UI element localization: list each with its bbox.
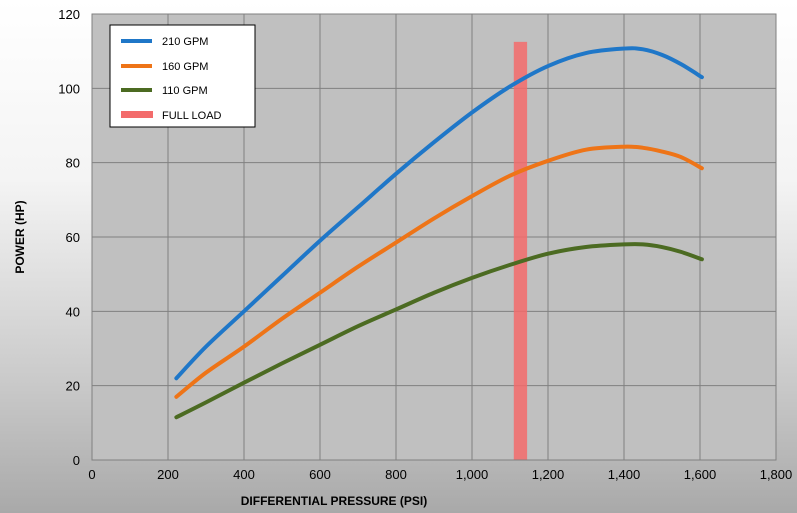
y-tick-label: 0 <box>73 453 80 468</box>
legend-swatch-full-load <box>121 111 153 118</box>
y-tick-label: 40 <box>66 304 80 319</box>
y-tick-label: 20 <box>66 379 80 394</box>
x-tick-label: 1,000 <box>456 467 489 482</box>
legend-label-210-gpm: 210 GPM <box>162 36 208 48</box>
x-tick-label: 400 <box>233 467 255 482</box>
legend-label-160-gpm: 160 GPM <box>162 61 208 73</box>
legend-label-full-load: FULL LOAD <box>162 110 222 122</box>
y-axis-title: POWER (HP) <box>13 200 27 273</box>
gridlines <box>92 14 776 460</box>
x-tick-label: 200 <box>157 467 179 482</box>
y-tick-label: 60 <box>66 230 80 245</box>
x-axis-title: DIFFERENTIAL PRESSURE (PSI) <box>241 494 427 508</box>
x-tick-label: 1,800 <box>760 467 793 482</box>
y-tick-label: 100 <box>58 81 80 96</box>
y-tick-label: 80 <box>66 156 80 171</box>
x-tick-label: 800 <box>385 467 407 482</box>
legend-label-110-gpm: 110 GPM <box>162 85 208 97</box>
y-axis-ticks: 0 20 40 60 80 100 120 <box>58 7 80 468</box>
series-line-210-gpm <box>174 46 704 381</box>
series-line-110-gpm <box>174 242 704 420</box>
full-load-bar <box>513 41 528 460</box>
plot-border <box>91 13 777 461</box>
x-tick-label: 1,400 <box>608 467 641 482</box>
x-tick-label: 600 <box>309 467 331 482</box>
legend: 210 GPM 160 GPM 110 GPM FULL LOAD <box>109 24 256 128</box>
x-axis-ticks: 0 200 400 600 800 1,000 1,200 1,400 1,600 1,800 <box>88 467 792 482</box>
series-line-160-gpm <box>174 144 704 399</box>
y-tick-label: 120 <box>58 7 80 22</box>
x-tick-label: 1,600 <box>684 467 717 482</box>
x-tick-label: 0 <box>88 467 95 482</box>
series-lines <box>174 46 704 420</box>
x-tick-label: 1,200 <box>532 467 565 482</box>
full-load-band <box>513 41 528 460</box>
